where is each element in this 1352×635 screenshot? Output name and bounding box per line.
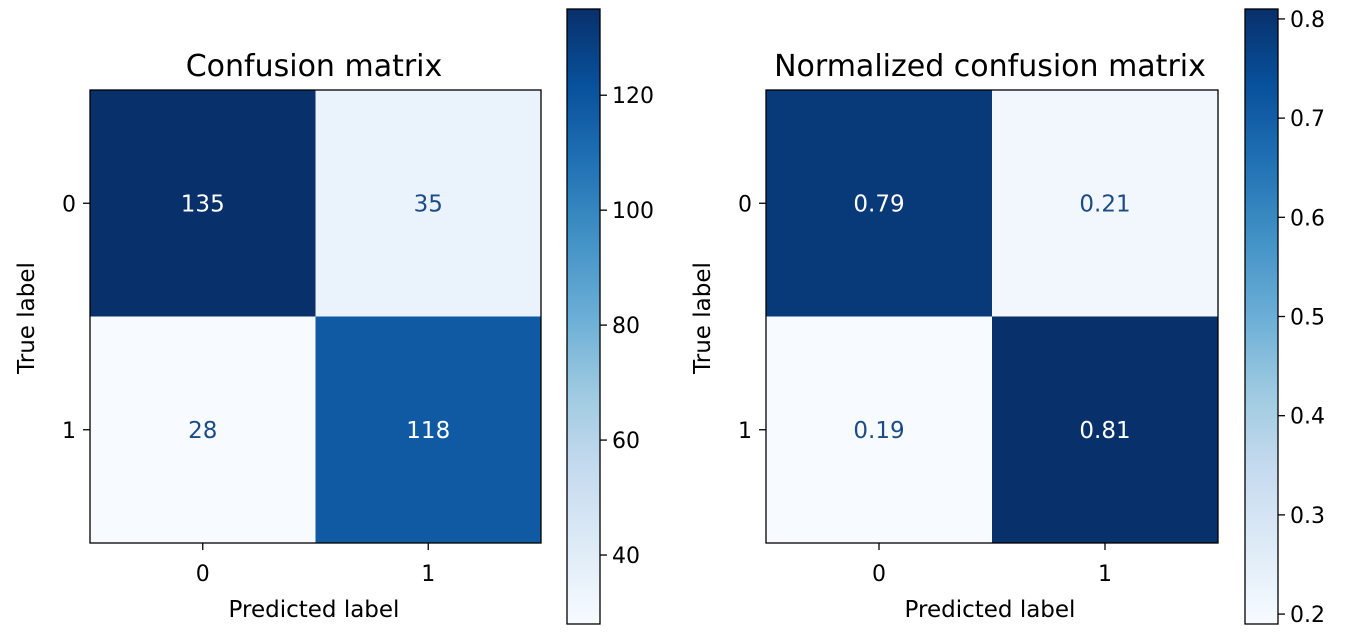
plot-frame <box>765 89 1219 544</box>
colorbar <box>1244 8 1279 625</box>
colorbar-tick-label: 0.4 <box>1290 405 1325 430</box>
plot-frame <box>89 89 542 544</box>
heatmap-cells: 135 35 28 118 <box>90 90 542 544</box>
x-axis-label: Predicted label <box>229 597 400 623</box>
y-tick-label: 0 <box>62 192 76 217</box>
colorbar-tick-label: 80 <box>612 314 640 339</box>
y-axis-label: True label <box>14 262 40 375</box>
colorbar-tick-label: 0.8 <box>1290 8 1325 33</box>
colorbar-ticks: 0.2 0.3 0.4 0.5 0.6 0.7 0.8 <box>1278 8 1325 628</box>
cell-value-label: 135 <box>181 191 225 217</box>
colorbar-tick-label: 40 <box>612 544 640 569</box>
colorbar-ticks: 40 60 80 100 120 <box>600 84 654 569</box>
heatmap-cell <box>315 316 542 544</box>
y-tick-label: 0 <box>738 192 752 217</box>
cell-value-label: 35 <box>414 191 443 217</box>
chart-title: Normalized confusion matrix <box>774 49 1206 84</box>
x-axis-label: Predicted label <box>905 597 1076 623</box>
y-tick-label: 1 <box>738 419 752 444</box>
heatmap-cell <box>766 316 993 544</box>
colorbar-tick-label: 0.3 <box>1290 504 1325 529</box>
heatmap-cell <box>992 316 1219 544</box>
colorbar-tick-label: 60 <box>612 429 640 454</box>
y-axis-label: True label <box>690 262 716 375</box>
colorbar-tick-label: 0.5 <box>1290 306 1325 331</box>
x-tick-label: 1 <box>421 562 435 587</box>
cell-value-label: 0.21 <box>1079 191 1130 217</box>
panel-normalized-confusion-matrix: Normalized confusion matrix 0.79 0.210.19… <box>690 8 1325 628</box>
cell-value-label: 0.81 <box>1079 418 1130 444</box>
cell-value-label: 0.19 <box>853 418 904 444</box>
axis-ticks: 0 1 0 1 <box>738 192 1112 587</box>
x-tick-label: 1 <box>1098 562 1112 587</box>
heatmap-cell <box>992 90 1219 317</box>
colorbar-tick-label: 0.6 <box>1290 206 1325 231</box>
x-tick-label: 0 <box>872 562 886 587</box>
heatmap-cells: 0.79 0.21 0.19 0.81 <box>766 90 1219 544</box>
axis-ticks: 0 1 0 1 <box>62 192 435 587</box>
heatmap-cell <box>766 90 993 317</box>
cell-value-label: 118 <box>406 418 450 444</box>
y-tick-label: 1 <box>62 419 76 444</box>
cell-value-label: 0.79 <box>853 191 904 217</box>
colorbar-tick-label: 120 <box>612 84 654 109</box>
colorbar-tick-label: 100 <box>612 199 654 224</box>
panel-confusion-matrix: Confusion matrix 135 35 28 118 0 1 0 1 Predict… <box>14 8 654 625</box>
heatmap-cell <box>90 316 316 544</box>
colorbar-tick-label: 0.7 <box>1290 107 1325 132</box>
chart-title: Confusion matrix <box>186 49 443 84</box>
heatmap-cell <box>315 90 542 317</box>
colorbar <box>566 8 601 625</box>
cell-value-label: 28 <box>188 418 217 444</box>
heatmap-cell <box>90 90 316 317</box>
colorbar-tick-label: 0.2 <box>1290 603 1325 628</box>
x-tick-label: 0 <box>196 562 210 587</box>
